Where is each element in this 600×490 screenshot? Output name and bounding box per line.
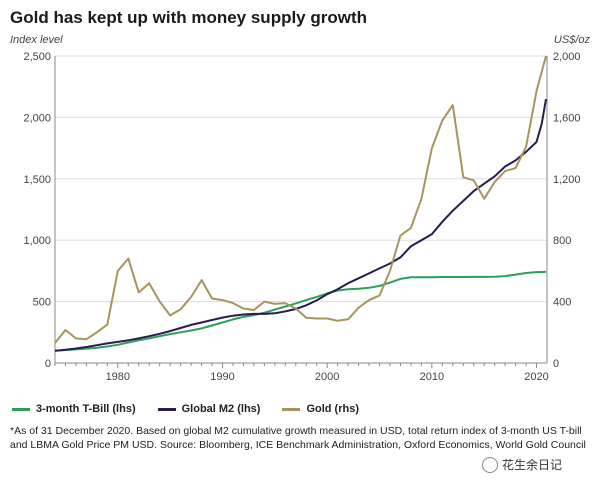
legend-swatch-gold xyxy=(282,407,301,411)
right-axis-unit: US$/oz xyxy=(553,34,590,46)
y2-tick-label: 2,000 xyxy=(553,51,581,63)
chart-footnote: *As of 31 December 2020. Based on global… xyxy=(10,425,586,451)
wechat-icon xyxy=(482,456,498,473)
y2-tick-label: 800 xyxy=(553,235,571,247)
series-line-m2 xyxy=(54,98,547,352)
chart-canvas: 0 500 1,000 1,500 2,000 2,500 0 400 800 1,200 1,60… xyxy=(23,51,581,383)
left-axis-unit: Index level xyxy=(10,34,63,46)
x-tick-label: 2000 xyxy=(315,371,339,383)
x-tick-label: 1990 xyxy=(210,371,234,383)
legend-label-tbill: 3-month T-Bill (lhs) xyxy=(36,403,136,415)
chart-legend: 3-month T-Bill (lhs) Global M2 (lhs) Gol… xyxy=(12,403,359,415)
watermark-text: 花生余日记 xyxy=(502,458,563,472)
y-tick-label: 500 xyxy=(33,297,51,309)
chart-title: Gold has kept up with money supply growt… xyxy=(10,8,368,27)
legend-label-gold: Gold (rhs) xyxy=(306,403,360,415)
y2-tick-label: 1,200 xyxy=(553,174,581,186)
series-line-tbill xyxy=(54,270,547,352)
y-tick-label: 1,000 xyxy=(23,235,51,247)
legend-swatch-m2 xyxy=(157,407,176,411)
y2-tick-label: 1,600 xyxy=(553,112,581,124)
legend-swatch-tbill xyxy=(12,407,30,411)
y-tick-label: 0 xyxy=(45,358,51,370)
series-line-gold xyxy=(54,55,547,344)
x-tick-label: 2020 xyxy=(524,371,548,383)
legend-item-tbill: 3-month T-Bill (lhs) xyxy=(12,403,136,415)
y2-tick-label: 0 xyxy=(553,358,559,370)
y-tick-label: 2,000 xyxy=(23,112,51,124)
legend-item-gold: Gold (rhs) xyxy=(282,403,359,415)
x-tick-label: 1980 xyxy=(106,371,130,383)
legend-item-m2: Global M2 (lhs) xyxy=(157,403,261,415)
x-tick-label: 2010 xyxy=(420,371,444,383)
legend-label-m2: Global M2 (lhs) xyxy=(181,403,261,415)
y-tick-label: 1,500 xyxy=(23,174,51,186)
y-tick-label: 2,500 xyxy=(23,51,51,63)
watermark: 花生余日记 xyxy=(482,456,562,473)
y2-tick-label: 400 xyxy=(553,297,571,309)
